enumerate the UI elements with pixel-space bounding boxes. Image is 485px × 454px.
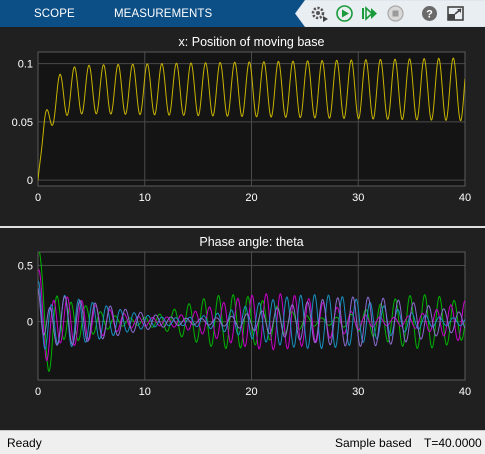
help-icon[interactable]: ? [419, 3, 440, 24]
series-group [38, 57, 465, 181]
status-ready-text: Ready [7, 436, 42, 450]
series-line-3 [38, 287, 465, 347]
plot-title: x: Position of moving base [179, 35, 325, 49]
y-tick-label: 0.05 [12, 117, 33, 129]
series-line-0 [38, 57, 465, 181]
series-line-1 [38, 269, 465, 362]
y-tick-label: 0.1 [18, 59, 33, 71]
x-tick-label: 20 [245, 192, 257, 204]
tab-scope[interactable]: SCOPE [34, 8, 75, 20]
settings-gear-icon[interactable] [309, 3, 330, 24]
help-glyph: ? [426, 9, 433, 21]
x-tick-label: 30 [352, 192, 364, 204]
panel-divider[interactable] [0, 226, 485, 228]
status-mode-text: Sample based [335, 436, 412, 450]
x-tick-label: 0 [35, 192, 41, 204]
stop-icon[interactable] [385, 3, 406, 24]
tab-measurements[interactable]: MEASUREMENTS [114, 8, 213, 20]
quick-access-toolbar: ? [295, 0, 485, 27]
x-tick-label: 10 [139, 192, 151, 204]
phase-angle-plot[interactable]: Phase angle: theta 0 10 20 30 40 0.5 0 [0, 228, 485, 430]
x-tick-label: 0 [35, 386, 41, 398]
series-line-0 [39, 252, 465, 373]
plot-title: Phase angle: theta [199, 235, 303, 249]
x-tick-label: 40 [459, 386, 471, 398]
step-forward-icon[interactable] [359, 3, 380, 24]
series-group [38, 252, 465, 373]
plot-panel-top: x: Position of moving base 0 10 20 30 40 0 0.05… [0, 27, 485, 226]
undock-icon[interactable] [445, 3, 466, 24]
status-bar: Ready Sample based T=40.0000 [0, 430, 485, 454]
position-plot[interactable]: x: Position of moving base 0 10 20 30 40 0 0.05… [0, 27, 485, 226]
plot-frame [37, 251, 466, 381]
x-tick-label: 40 [459, 192, 471, 204]
ribbon-tab-bar: SCOPE MEASUREMENTS [0, 0, 485, 27]
plot-panel-bottom: Phase angle: theta 0 10 20 30 40 0.5 0 [0, 228, 485, 430]
plot-frame [37, 51, 466, 187]
x-tick-label: 20 [245, 386, 257, 398]
run-icon[interactable] [334, 3, 355, 24]
x-tick-label: 10 [139, 386, 151, 398]
y-tick-label: 0 [27, 175, 33, 187]
y-tick-label: 0.5 [18, 260, 33, 272]
status-time-text: T=40.0000 [424, 436, 482, 450]
x-tick-label: 30 [352, 386, 364, 398]
y-tick-label: 0 [27, 317, 33, 329]
